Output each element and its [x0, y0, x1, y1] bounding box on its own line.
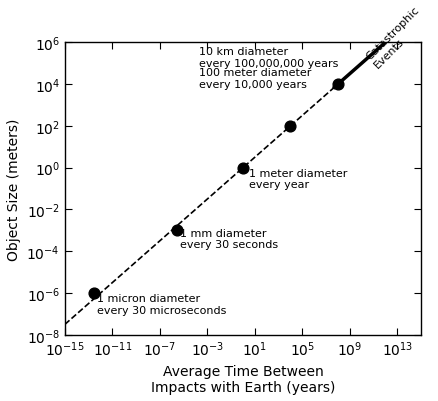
Text: 100 meter diameter
every 10,000 years: 100 meter diameter every 10,000 years — [199, 68, 311, 89]
Y-axis label: Object Size (meters): Object Size (meters) — [7, 118, 21, 260]
Text: Catastrophic
Events: Catastrophic Events — [364, 5, 429, 70]
Text: 1 meter diameter
every year: 1 meter diameter every year — [249, 168, 347, 190]
Point — [240, 165, 247, 172]
Text: 1 micron diameter
every 30 microseconds: 1 micron diameter every 30 microseconds — [97, 294, 226, 315]
Point — [91, 290, 98, 296]
Text: 10 km diameter
every 100,000,000 years: 10 km diameter every 100,000,000 years — [199, 47, 339, 69]
Point — [174, 228, 181, 234]
Point — [335, 82, 342, 88]
Point — [287, 124, 294, 130]
Text: 1 mm diameter
every 30 seconds: 1 mm diameter every 30 seconds — [180, 228, 278, 250]
X-axis label: Average Time Between
Impacts with Earth (years): Average Time Between Impacts with Earth … — [151, 364, 335, 394]
